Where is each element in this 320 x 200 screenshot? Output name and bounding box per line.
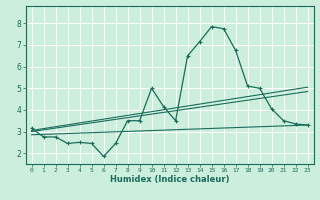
X-axis label: Humidex (Indice chaleur): Humidex (Indice chaleur)	[110, 175, 229, 184]
